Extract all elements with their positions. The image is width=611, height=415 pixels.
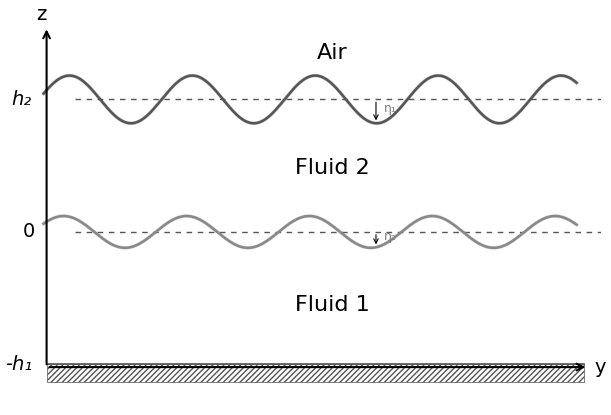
Text: η₁: η₁	[384, 102, 397, 115]
Text: Air: Air	[316, 43, 348, 63]
Text: y: y	[594, 358, 606, 376]
Text: Fluid 2: Fluid 2	[295, 159, 370, 178]
Text: 0: 0	[23, 222, 35, 242]
Text: -h₁: -h₁	[5, 355, 32, 374]
Text: z: z	[37, 5, 47, 24]
Text: η₂: η₂	[384, 230, 397, 244]
Text: h₂: h₂	[12, 90, 32, 109]
Text: Fluid 1: Fluid 1	[295, 295, 370, 315]
